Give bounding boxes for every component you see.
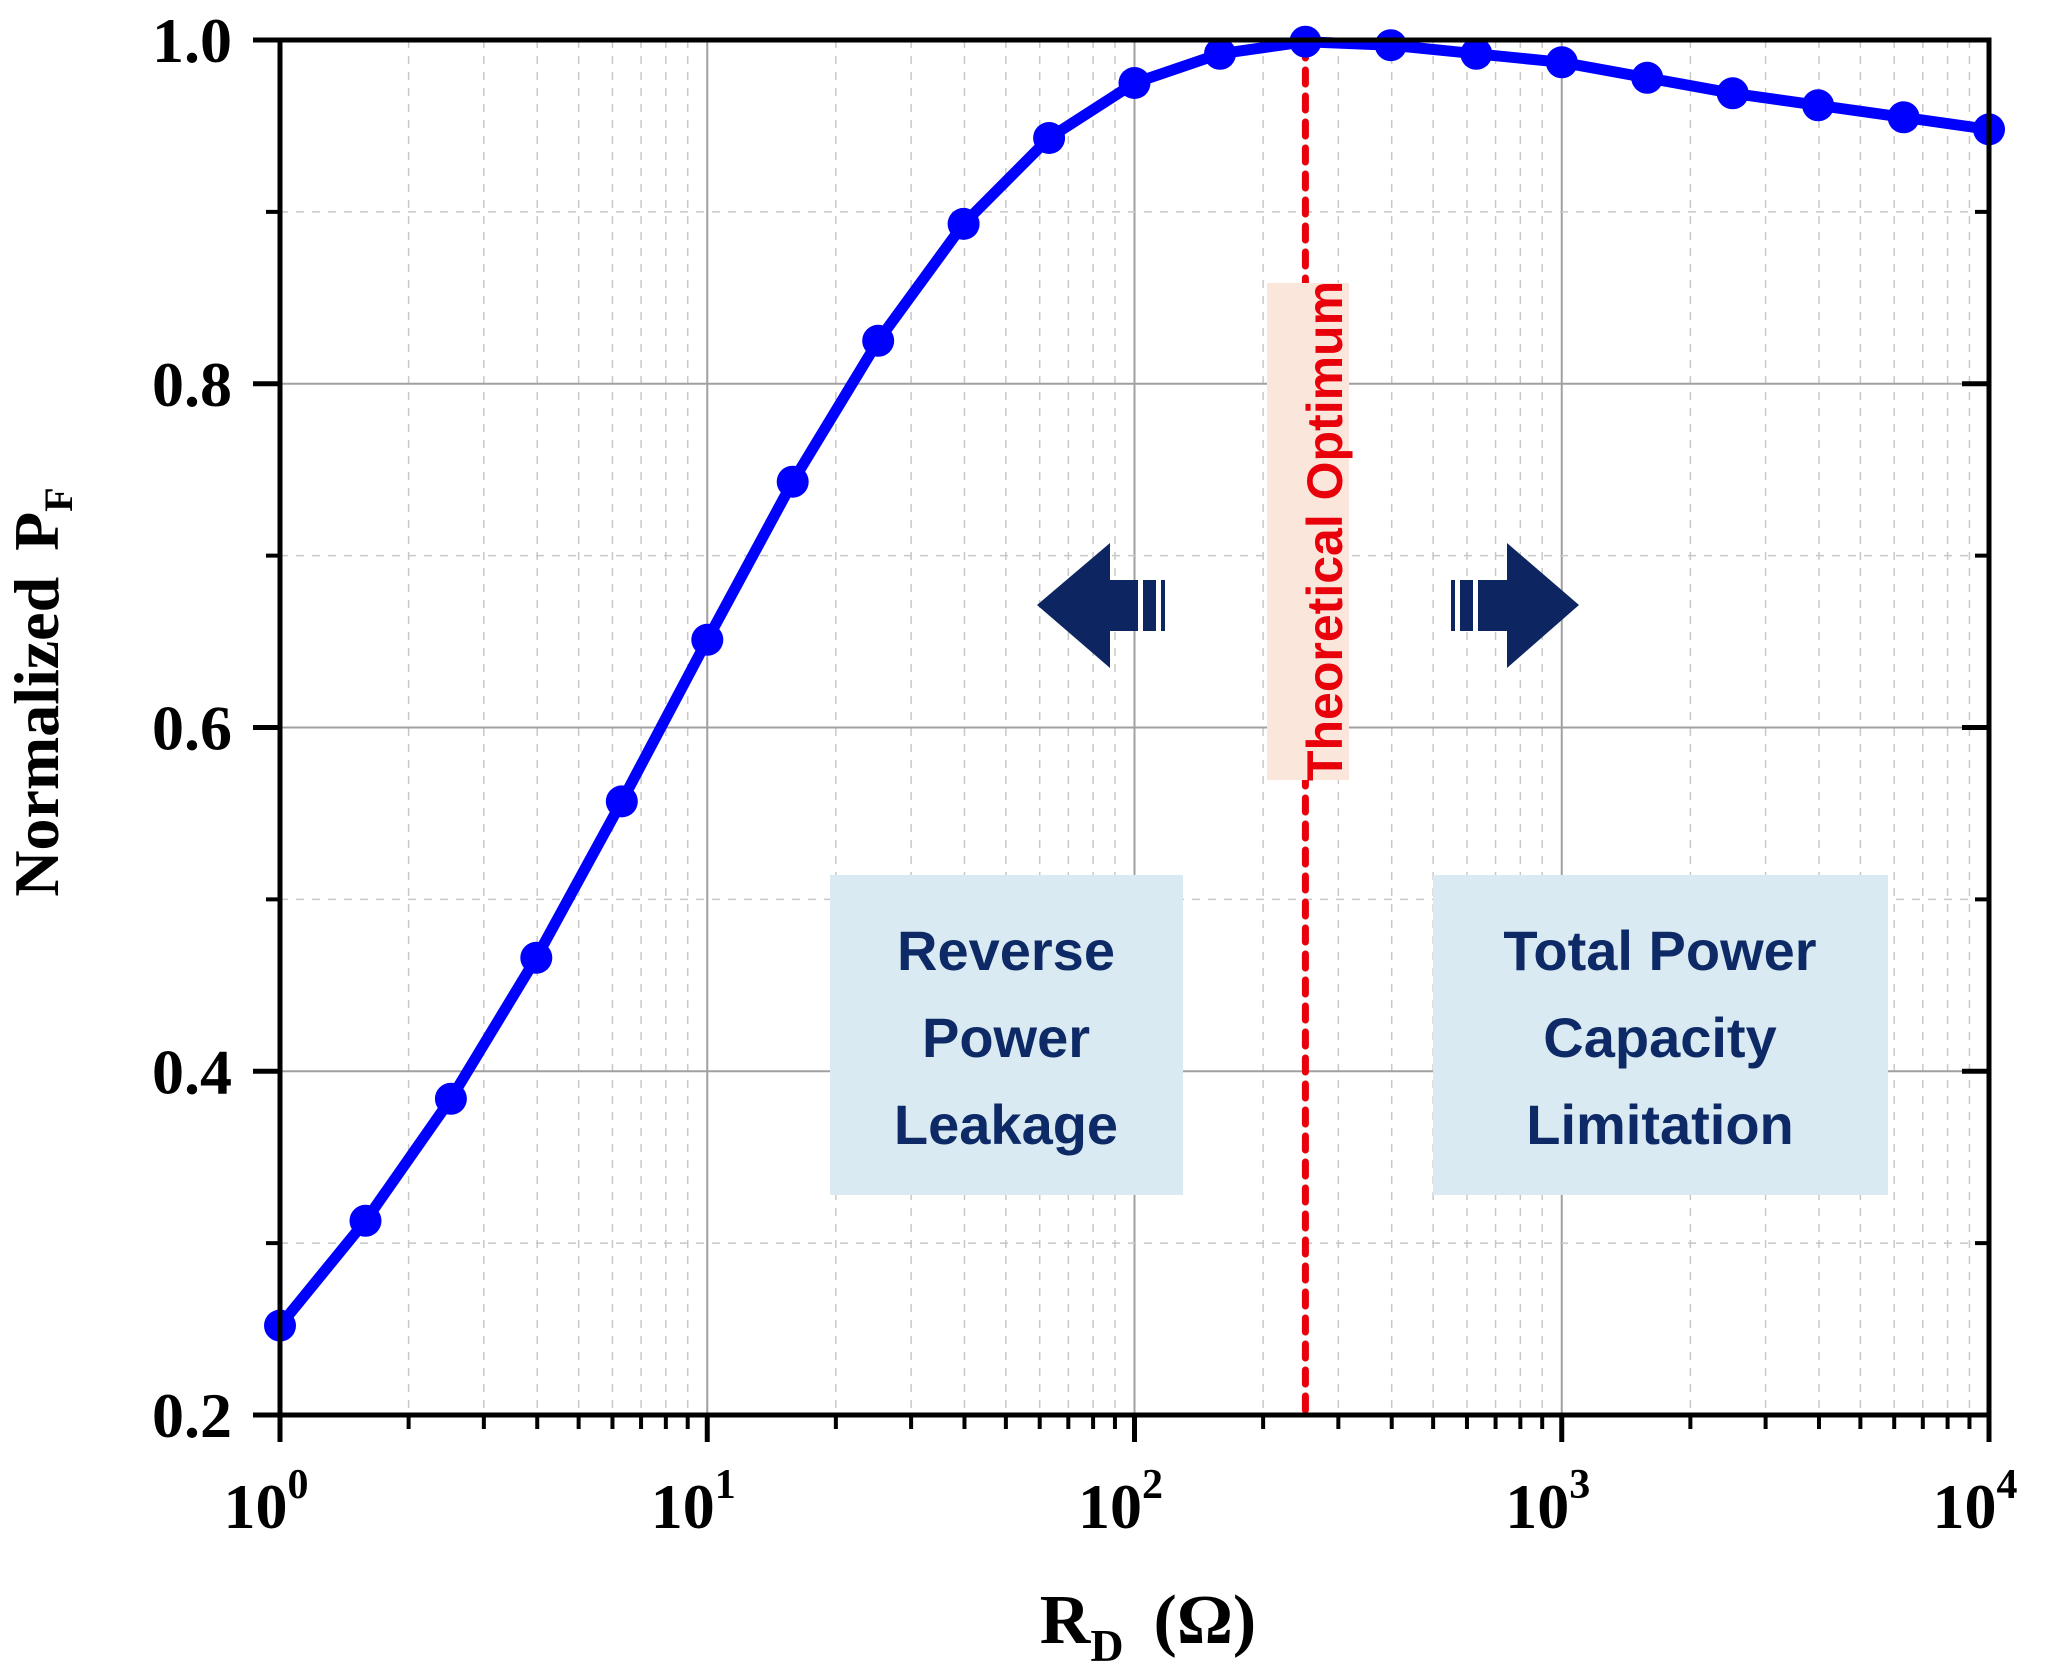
arrow-left-icon bbox=[1037, 543, 1165, 668]
x-tick-label-base: 10 bbox=[1505, 1471, 1569, 1542]
y-tick-label: 1.0 bbox=[152, 5, 232, 76]
ticks bbox=[253, 37, 1992, 1442]
data-point bbox=[776, 465, 809, 498]
data-point bbox=[691, 623, 724, 656]
theoretical-optimum-label-box bbox=[1267, 283, 1349, 780]
grid bbox=[280, 40, 1989, 1415]
x-tick-label-base: 10 bbox=[1078, 1471, 1142, 1542]
data-point bbox=[605, 785, 638, 818]
data-point bbox=[947, 207, 980, 240]
y-axis-label: Normalized PF bbox=[1, 487, 81, 896]
x-axis-label: RD (Ω) bbox=[1040, 1582, 1256, 1671]
x-axis-label-main: R bbox=[1040, 1582, 1092, 1659]
y-axis-label-sub: F bbox=[36, 487, 81, 511]
total-power-capacity-limitation-line-2: Capacity bbox=[1543, 1006, 1776, 1069]
y-tick-label: 0.8 bbox=[152, 349, 232, 420]
y-axis-label-p: P bbox=[1, 512, 72, 551]
y-tick-label: 0.2 bbox=[152, 1380, 232, 1451]
x-axis-label-sub: D bbox=[1090, 1620, 1123, 1671]
x-tick-label-base: 10 bbox=[1933, 1471, 1997, 1542]
data-point bbox=[1460, 37, 1493, 70]
data-point bbox=[1033, 122, 1066, 154]
data-point bbox=[1545, 46, 1578, 79]
data-point bbox=[349, 1204, 382, 1237]
data-point bbox=[1631, 61, 1664, 94]
data-point bbox=[1204, 37, 1236, 70]
x-tick-label-exponent: 4 bbox=[1997, 1462, 2018, 1508]
x-tick-label-base: 10 bbox=[224, 1471, 288, 1542]
reverse-power-leakage-line-2: Power bbox=[922, 1006, 1090, 1069]
annotations: Reverse Power Leakage Total Power Capaci… bbox=[830, 875, 1888, 1195]
y-tick-label: 0.6 bbox=[152, 693, 232, 764]
arrow-right-icon bbox=[1451, 543, 1579, 668]
x-tick-label: 101 bbox=[651, 1462, 736, 1542]
data-point bbox=[862, 324, 895, 357]
x-tick-label-exponent: 0 bbox=[288, 1462, 309, 1508]
reverse-power-leakage-box bbox=[830, 875, 1183, 1195]
y-axis-label-main: Normalized bbox=[1, 577, 72, 897]
reverse-power-leakage-line-3: Leakage bbox=[894, 1093, 1118, 1156]
data-point bbox=[1118, 67, 1151, 99]
x-axis-label-unit: (Ω) bbox=[1154, 1582, 1257, 1659]
total-power-capacity-limitation-line-1: Total Power bbox=[1503, 919, 1816, 982]
data-point bbox=[434, 1082, 467, 1115]
total-power-capacity-limitation-box bbox=[1433, 875, 1888, 1195]
x-tick-label-exponent: 3 bbox=[1569, 1462, 1590, 1508]
reverse-power-leakage-line-1: Reverse bbox=[897, 919, 1115, 982]
data-point bbox=[1802, 89, 1835, 122]
data-point bbox=[520, 941, 553, 974]
total-power-capacity-limitation-line-3: Limitation bbox=[1526, 1093, 1794, 1156]
x-tick-label-exponent: 1 bbox=[715, 1462, 736, 1508]
data-point bbox=[1374, 29, 1407, 62]
x-tick-label-base: 10 bbox=[651, 1471, 715, 1542]
x-tick-label: 103 bbox=[1505, 1462, 1590, 1542]
x-tick-label: 104 bbox=[1933, 1462, 2018, 1542]
data-point bbox=[1716, 77, 1749, 110]
x-tick-label-exponent: 2 bbox=[1142, 1462, 1163, 1508]
x-tick-label: 100 bbox=[224, 1462, 309, 1542]
data-point bbox=[1887, 101, 1920, 134]
series-normalized-pf bbox=[264, 25, 2005, 1342]
x-tick-label: 102 bbox=[1078, 1462, 1163, 1542]
theoretical-optimum-label: Theoretical Optimum bbox=[1297, 281, 1353, 781]
y-tick-label: 0.4 bbox=[152, 1036, 232, 1107]
